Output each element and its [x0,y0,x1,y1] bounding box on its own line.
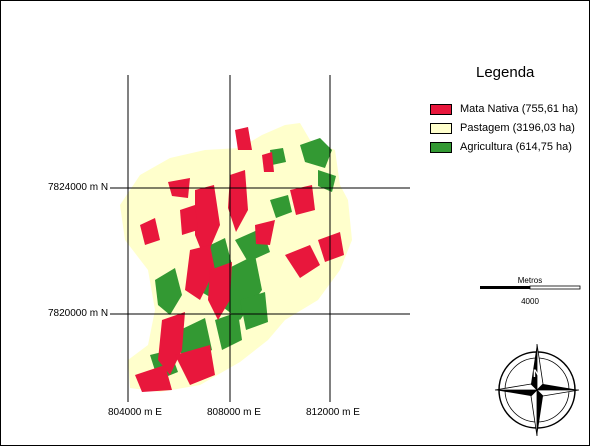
mata-nativa-patches [135,127,344,392]
legend-label-pastagem: Pastagem (3196,03 ha) [460,122,575,134]
scale-unit-label: Metros [517,276,543,285]
legend-label-agricultura: Agricultura (614,75 ha) [460,141,572,153]
scale-bar: Metros 4000 [480,276,580,306]
northing-label-7820000: 7820000 m N [48,308,109,319]
compass-north-letter: N [533,368,541,380]
scale-value-label: 4000 [521,297,539,306]
easting-label-812000: 812000 m E [306,407,360,418]
agricultura-swatch [430,141,452,153]
legend-item-mata-nativa: Mata Nativa (755,61 ha) [430,103,578,115]
mata-nativa-swatch [430,103,452,115]
legend-title: Legenda [476,64,535,81]
legend-label-mata-nativa: Mata Nativa (755,61 ha) [460,103,579,115]
coordinate-grid [110,75,410,402]
legend-item-pastagem: Pastagem (3196,03 ha) [430,122,575,134]
easting-label-804000: 804000 m E [108,407,162,418]
easting-label-808000: 808000 m E [207,407,261,418]
pastagem-swatch [430,122,452,134]
north-arrow-compass-icon: N [494,343,580,437]
legend-item-agricultura: Agricultura (614,75 ha) [430,141,572,153]
northing-label-7824000: 7824000 m N [48,182,109,193]
scale-bar-graphic [480,285,581,290]
